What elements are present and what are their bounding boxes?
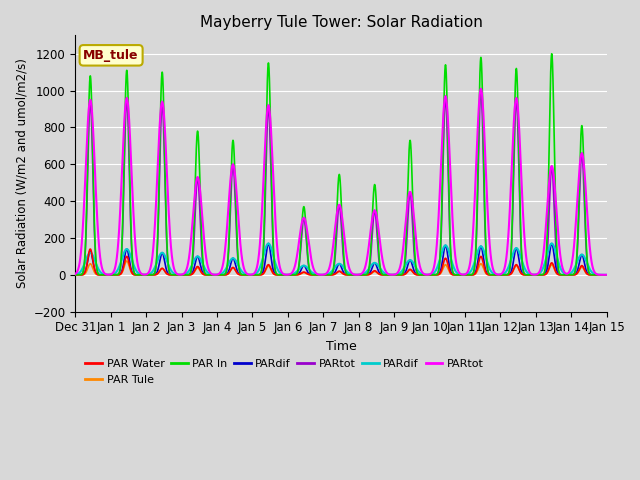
Title: Mayberry Tule Tower: Solar Radiation: Mayberry Tule Tower: Solar Radiation — [200, 15, 483, 30]
Y-axis label: Solar Radiation (W/m2 and umol/m2/s): Solar Radiation (W/m2 and umol/m2/s) — [15, 59, 28, 288]
Text: MB_tule: MB_tule — [83, 49, 139, 62]
Legend: PAR Water, PAR Tule, PAR In, PARdif, PARtot, PARdif, PARtot: PAR Water, PAR Tule, PAR In, PARdif, PAR… — [81, 355, 488, 389]
X-axis label: Time: Time — [326, 340, 356, 353]
